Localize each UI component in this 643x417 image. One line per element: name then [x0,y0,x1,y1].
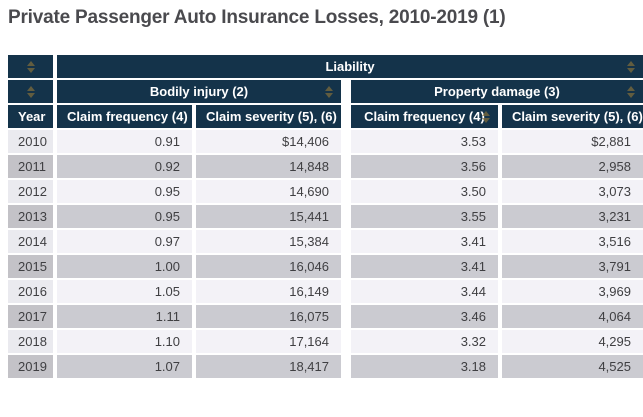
bi-claim-severity-cell: 15,441 [196,205,351,230]
bi-claim-severity-cell: 18,417 [196,355,351,380]
header-group-property-damage[interactable]: Property damage (3) [351,80,643,105]
sort-arrows-icon [26,85,36,98]
pd-claim-severity-cell: 3,969 [502,280,643,305]
pd-claim-frequency-cell: 3.56 [351,155,502,180]
pd-claim-frequency-cell: 3.53 [351,130,502,155]
bi-claim-frequency-cell: 0.95 [57,180,196,205]
pd-claim-frequency-cell: 3.32 [351,330,502,355]
table-body: 2010 0.91 $14,406 3.53 $2,881 2011 0.92 … [8,130,643,380]
sort-arrows-icon [325,85,334,98]
pd-claim-frequency-cell: 3.50 [351,180,502,205]
bi-claim-frequency-cell: 0.95 [57,205,196,230]
sort-arrows-icon [627,85,636,98]
bi-claim-frequency-cell: 1.10 [57,330,196,355]
pd-claim-frequency-cell: 3.41 [351,230,502,255]
bi-claim-severity-cell: 15,384 [196,230,351,255]
header-col-pd-claim-severity[interactable]: Claim severity (5), (6) [502,105,643,130]
table-row: 2013 0.95 15,441 3.55 3,231 [8,205,643,230]
insurance-losses-table: Liability Bodily injury (2) Property dam… [8,55,643,380]
pd-claim-severity-cell: 4,525 [502,355,643,380]
year-cell: 2012 [8,180,57,205]
sort-arrows-icon [482,110,491,123]
pd-claim-frequency-cell: 3.41 [351,255,502,280]
header-group-liability[interactable]: Liability [57,55,643,80]
pd-claim-severity-cell: 3,791 [502,255,643,280]
table-row: 2019 1.07 18,417 3.18 4,525 [8,355,643,380]
pd-claim-frequency-cell: 3.55 [351,205,502,230]
header-row-coverage-groups: Bodily injury (2) Property damage (3) [8,80,643,105]
year-cell: 2010 [8,130,57,155]
year-cell: 2018 [8,330,57,355]
year-cell: 2015 [8,255,57,280]
header-col-bi-claim-frequency[interactable]: Claim frequency (4) [57,105,196,130]
bi-claim-frequency-cell: 0.92 [57,155,196,180]
bi-claim-severity-cell: $14,406 [196,130,351,155]
pd-claim-severity-cell: 4,064 [502,305,643,330]
header-row-liability: Liability [8,55,643,80]
pd-claim-frequency-cell: 3.44 [351,280,502,305]
table-row: 2017 1.11 16,075 3.46 4,064 [8,305,643,330]
table-row: 2011 0.92 14,848 3.56 2,958 [8,155,643,180]
pd-claim-severity-cell: 2,958 [502,155,643,180]
header-col-bi-claim-severity[interactable]: Claim severity (5), (6) [196,105,351,130]
header-col-year[interactable]: Year [8,105,57,130]
bi-claim-severity-cell: 17,164 [196,330,351,355]
header-group-bodily-injury-label: Bodily injury (2) [149,84,249,99]
pd-claim-severity-cell: 3,516 [502,230,643,255]
header-group-bodily-injury[interactable]: Bodily injury (2) [57,80,351,105]
header-year-spacer-top[interactable] [8,55,57,80]
year-cell: 2017 [8,305,57,330]
year-cell: 2014 [8,230,57,255]
year-cell: 2011 [8,155,57,180]
bi-claim-severity-cell: 16,075 [196,305,351,330]
table-row: 2016 1.05 16,149 3.44 3,969 [8,280,643,305]
pd-claim-severity-cell: 4,295 [502,330,643,355]
header-group-liability-label: Liability [325,59,375,74]
bi-claim-frequency-cell: 1.11 [57,305,196,330]
bi-claim-frequency-cell: 1.05 [57,280,196,305]
bi-claim-frequency-cell: 1.00 [57,255,196,280]
header-col-pd-claim-frequency-label: Claim frequency (4) [364,109,485,124]
header-col-pd-claim-frequency[interactable]: Claim frequency (4) [351,105,502,130]
table-row: 2018 1.10 17,164 3.32 4,295 [8,330,643,355]
bi-claim-severity-cell: 14,848 [196,155,351,180]
pd-claim-frequency-cell: 3.46 [351,305,502,330]
year-cell: 2013 [8,205,57,230]
table-row: 2015 1.00 16,046 3.41 3,791 [8,255,643,280]
year-cell: 2019 [8,355,57,380]
header-group-property-damage-label: Property damage (3) [434,84,560,99]
pd-claim-severity-cell: $2,881 [502,130,643,155]
header-row-columns: Year Claim frequency (4) Claim severity … [8,105,643,130]
bi-claim-frequency-cell: 0.91 [57,130,196,155]
sort-arrows-icon [627,60,636,73]
year-cell: 2016 [8,280,57,305]
table-row: 2014 0.97 15,384 3.41 3,516 [8,230,643,255]
table-row: 2010 0.91 $14,406 3.53 $2,881 [8,130,643,155]
sort-arrows-icon [26,60,36,73]
table-row: 2012 0.95 14,690 3.50 3,073 [8,180,643,205]
header-year-spacer-mid[interactable] [8,80,57,105]
bi-claim-frequency-cell: 1.07 [57,355,196,380]
pd-claim-severity-cell: 3,073 [502,180,643,205]
pd-claim-severity-cell: 3,231 [502,205,643,230]
bi-claim-severity-cell: 16,046 [196,255,351,280]
bi-claim-frequency-cell: 0.97 [57,230,196,255]
table-header: Liability Bodily injury (2) Property dam… [8,55,643,130]
pd-claim-frequency-cell: 3.18 [351,355,502,380]
page-title: Private Passenger Auto Insurance Losses,… [8,7,506,28]
bi-claim-severity-cell: 16,149 [196,280,351,305]
bi-claim-severity-cell: 14,690 [196,180,351,205]
